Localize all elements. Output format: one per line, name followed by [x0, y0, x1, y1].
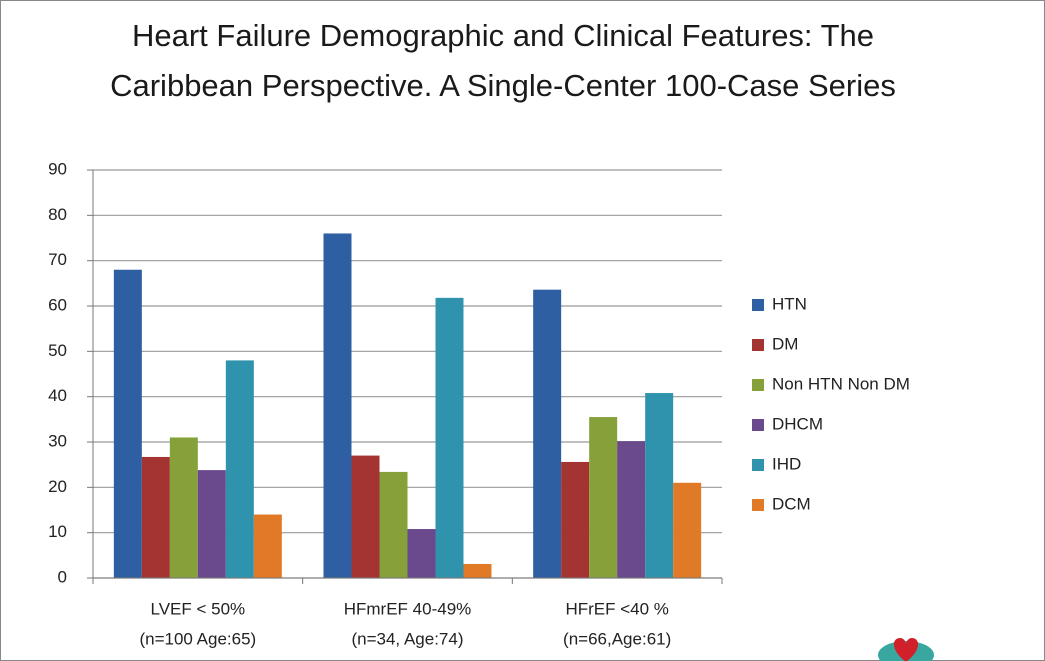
- x-tick-label: HFmrEF 40-49%: [344, 599, 472, 618]
- x-tick-label: (n=66,Age:61): [563, 629, 671, 648]
- bar: [225, 360, 254, 578]
- legend-swatch: [752, 419, 764, 431]
- y-tick-label: 60: [48, 295, 67, 314]
- y-tick-label: 80: [48, 205, 67, 224]
- legend-swatch: [752, 379, 764, 391]
- legend-label: IHD: [772, 454, 801, 473]
- logo: [878, 638, 934, 661]
- legend-label: DHCM: [772, 414, 823, 433]
- bar: [435, 297, 464, 578]
- y-tick-label: 70: [48, 250, 67, 269]
- y-tick-label: 40: [48, 386, 67, 405]
- bar: [253, 514, 282, 578]
- bar: [197, 470, 226, 578]
- chart-title: Caribbean Perspective. A Single-Center 1…: [110, 68, 896, 103]
- x-tick-label: (n=34, Age:74): [351, 629, 463, 648]
- x-tick-label: (n=100 Age:65): [139, 629, 256, 648]
- y-tick-label: 20: [48, 477, 67, 496]
- chart-title: Heart Failure Demographic and Clinical F…: [132, 18, 874, 53]
- bar: [673, 482, 702, 578]
- legend-swatch: [752, 299, 764, 311]
- bar: [169, 437, 198, 578]
- bar: [351, 455, 380, 578]
- legend-label: DCM: [772, 494, 811, 513]
- y-tick-label: 50: [48, 341, 67, 360]
- bar: [379, 471, 408, 578]
- legend-label: DM: [772, 334, 798, 353]
- legend-label: HTN: [772, 294, 807, 313]
- legend-swatch: [752, 459, 764, 471]
- bar: [561, 461, 590, 578]
- bar: [323, 233, 352, 578]
- bar: [645, 393, 674, 578]
- legend-swatch: [752, 339, 764, 351]
- bar: [407, 529, 436, 578]
- bar: [113, 269, 142, 578]
- bar: [533, 289, 562, 578]
- y-tick-label: 90: [48, 159, 67, 178]
- x-tick-label: HFrEF <40 %: [565, 599, 668, 618]
- bar: [141, 456, 170, 578]
- x-tick-label: LVEF < 50%: [151, 599, 246, 618]
- bar: [617, 441, 646, 578]
- legend-swatch: [752, 499, 764, 511]
- bar: [463, 563, 492, 578]
- legend-label: Non HTN Non DM: [772, 374, 910, 393]
- bar: [589, 417, 618, 578]
- y-tick-label: 30: [48, 431, 67, 450]
- y-tick-label: 0: [58, 567, 67, 586]
- y-tick-label: 10: [48, 522, 67, 541]
